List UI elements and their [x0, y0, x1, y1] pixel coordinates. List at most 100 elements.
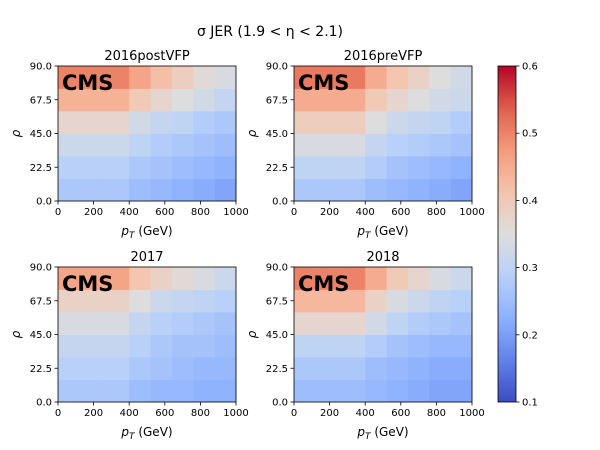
- heatmap-cell: [336, 133, 352, 157]
- panel-title: 2017: [130, 250, 163, 265]
- heatmap-cell: [193, 379, 216, 403]
- heatmap-cell: [407, 111, 430, 134]
- x-tick-label: 200: [320, 408, 339, 419]
- heatmap-cell: [294, 267, 309, 290]
- panel-title: 2018: [366, 250, 399, 265]
- heatmap-cell: [214, 66, 237, 89]
- heatmap-cell: [429, 357, 452, 380]
- colorbar-tick-label: 0.6: [522, 62, 538, 73]
- cms-label: CMS: [62, 71, 113, 95]
- heatmap-cell: [350, 88, 366, 112]
- x-tick-label: 1000: [223, 408, 248, 419]
- heatmap-cell: [129, 111, 151, 134]
- heatmap-cell: [407, 66, 430, 89]
- y-tick-label: 22.5: [30, 364, 52, 375]
- y-tick-label: 90.0: [266, 263, 288, 274]
- x-tick-label: 0: [291, 207, 297, 218]
- heatmap-cell: [308, 156, 323, 179]
- heatmap-cell: [72, 267, 87, 290]
- heatmap-cell: [58, 267, 73, 290]
- heatmap-cell: [171, 66, 194, 89]
- y-tick-label: 45.0: [266, 330, 288, 341]
- heatmap-cell: [336, 312, 352, 335]
- x-tick-label: 400: [356, 207, 375, 218]
- heatmap-cell: [365, 312, 387, 335]
- figure-suptitle: σ JER (1.9 < η < 2.1): [197, 24, 343, 40]
- heatmap-cell: [294, 289, 309, 313]
- heatmap-cell: [150, 357, 173, 380]
- heatmap-cell: [100, 111, 116, 134]
- heatmap-cell: [386, 267, 409, 290]
- x-tick-label: 600: [155, 207, 174, 218]
- heatmap-panel: 0 200 400 600 800 1000 0.0 22.5 45.0 67.5 90.0 2017…: [9, 250, 249, 442]
- x-tick-label: 1000: [223, 207, 248, 218]
- heatmap-cell: [322, 312, 338, 335]
- heatmap-cell: [214, 312, 237, 335]
- heatmap-cell: [407, 178, 430, 202]
- heatmap-cell: [450, 267, 473, 290]
- heatmap-cell: [350, 357, 366, 380]
- heatmap-cell: [171, 133, 194, 157]
- cms-label: CMS: [62, 272, 113, 296]
- y-tick-label: 90.0: [266, 62, 288, 73]
- y-tick-label: 0.0: [272, 398, 288, 409]
- heatmap-cell: [450, 111, 473, 134]
- heatmap-cell: [308, 289, 323, 313]
- heatmap-cell: [114, 133, 130, 157]
- heatmap-cell: [294, 156, 309, 179]
- heatmap-cell: [450, 156, 473, 179]
- heatmap-cell: [72, 334, 87, 358]
- heatmap-cell: [429, 156, 452, 179]
- heatmap-cell: [58, 178, 73, 202]
- heatmap-cell: [429, 289, 452, 313]
- heatmap-cell: [86, 133, 102, 157]
- heatmap-cell: [86, 289, 102, 313]
- cms-label: CMS: [298, 272, 349, 296]
- heatmap-cell: [407, 267, 430, 290]
- heatmap-cell: [193, 178, 216, 202]
- heatmap-cell: [294, 312, 309, 335]
- heatmap-cell: [129, 357, 151, 380]
- heatmap-cell: [386, 289, 409, 313]
- heatmap-cell: [114, 379, 130, 403]
- heatmap-cell: [450, 312, 473, 335]
- heatmap-cell: [58, 289, 73, 313]
- heatmap-cell: [308, 88, 323, 112]
- heatmap-cell: [450, 357, 473, 380]
- heatmap-cell: [429, 267, 452, 290]
- heatmap-cell: [214, 334, 237, 358]
- x-tick-label: 600: [391, 408, 410, 419]
- x-tick-label: 0: [55, 207, 61, 218]
- y-tick-label: 90.0: [30, 62, 52, 73]
- colorbar-tick-label: 0.4: [522, 196, 538, 207]
- heatmap-cell: [100, 133, 116, 157]
- heatmap-cell: [294, 111, 309, 134]
- x-axis-label: pT (GeV): [120, 224, 172, 241]
- heatmap-cell: [171, 178, 194, 202]
- heatmap-cell: [72, 312, 87, 335]
- heatmap-cell: [100, 357, 116, 380]
- panel-title: 2016postVFP: [104, 49, 190, 64]
- heatmap-cell: [429, 111, 452, 134]
- x-tick-label: 1000: [459, 207, 484, 218]
- heatmap-cell: [100, 267, 116, 290]
- x-tick-label: 400: [120, 408, 139, 419]
- heatmap-cell: [58, 133, 73, 157]
- y-axis-label: ρ: [9, 330, 23, 338]
- heatmap-cell: [429, 178, 452, 202]
- heatmap-cell: [100, 312, 116, 335]
- x-tick-label: 0: [55, 408, 61, 419]
- colorbar: 0.1 0.2 0.3 0.4 0.5 0.6: [497, 62, 538, 409]
- y-tick-label: 22.5: [30, 163, 52, 174]
- heatmap-cell: [129, 289, 151, 313]
- x-tick-label: 200: [84, 207, 103, 218]
- heatmap-cell: [58, 156, 73, 179]
- heatmap-cell: [86, 379, 102, 403]
- y-tick-label: 45.0: [30, 129, 52, 140]
- heatmap-cell: [429, 66, 452, 89]
- x-axis-label: pT (GeV): [356, 224, 408, 241]
- heatmap-cell: [100, 66, 116, 89]
- heatmap-cell: [193, 88, 216, 112]
- heatmap-cell: [150, 379, 173, 403]
